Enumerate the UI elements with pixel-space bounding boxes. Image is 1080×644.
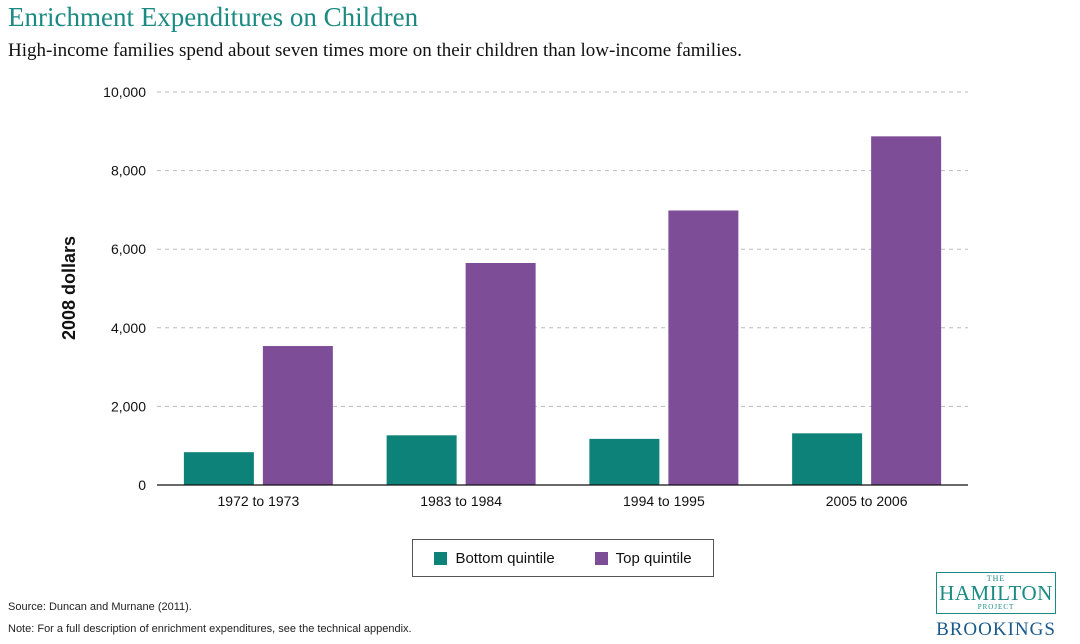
logo-the: THE — [986, 574, 1006, 583]
bar-top-quintile — [465, 262, 536, 485]
bars — [183, 136, 942, 486]
legend-swatch-top — [594, 551, 608, 565]
legend-label-bottom: Bottom quintile — [455, 549, 555, 567]
legend: Bottom quintile Top quintile — [412, 539, 714, 577]
y-axis-ticks: 0 2,000 4,000 6,000 8,000 10,000 — [103, 84, 146, 493]
hamilton-project-logo: THE HAMILTON PROJECT BROOKINGS — [922, 572, 1070, 640]
logo-project: PROJECT — [977, 603, 1015, 611]
x-tick-label: 1994 to 1995 — [623, 493, 705, 509]
bar-top-quintile — [871, 136, 942, 486]
x-tick-label: 1972 to 1973 — [218, 493, 300, 509]
legend-label-top: Top quintile — [615, 549, 692, 567]
legend-item-bottom-quintile: Bottom quintile — [434, 549, 555, 567]
source-note: Source: Duncan and Murnane (2011). — [8, 601, 192, 613]
logo-brookings: BROOKINGS — [936, 619, 1056, 640]
y-tick-label: 10,000 — [103, 84, 146, 100]
y-tick-label: 4,000 — [111, 320, 146, 336]
x-axis-ticks: 1972 to 1973 1983 to 1984 1994 to 1995 2005… — [218, 493, 908, 509]
gridlines — [157, 91, 968, 407]
bar-bottom-quintile — [589, 438, 660, 485]
bar-bottom-quintile — [183, 452, 254, 485]
y-tick-label: 6,000 — [111, 241, 146, 257]
legend-swatch-bottom — [434, 551, 448, 565]
y-axis-label: 2008 dollars — [59, 236, 79, 340]
y-tick-label: 2,000 — [111, 398, 146, 414]
chart-title: Enrichment Expenditures on Children — [8, 2, 419, 32]
chart-subtitle: High-income families spend about seven t… — [8, 40, 742, 61]
bar-bottom-quintile — [386, 435, 457, 485]
bar-top-quintile — [262, 346, 333, 485]
x-tick-label: 2005 to 2006 — [826, 493, 908, 509]
y-tick-label: 8,000 — [111, 163, 146, 179]
x-tick-label: 1983 to 1984 — [420, 493, 502, 509]
legend-item-top-quintile: Top quintile — [594, 549, 692, 567]
bar-top-quintile — [668, 210, 739, 485]
logo-hamilton: HAMILTON — [939, 581, 1053, 605]
footnote: Note: For a full description of enrichme… — [8, 623, 412, 635]
y-tick-label: 0 — [138, 477, 146, 493]
hamilton-logo-box: THE HAMILTON PROJECT — [936, 572, 1056, 614]
bar-bottom-quintile — [792, 433, 863, 485]
